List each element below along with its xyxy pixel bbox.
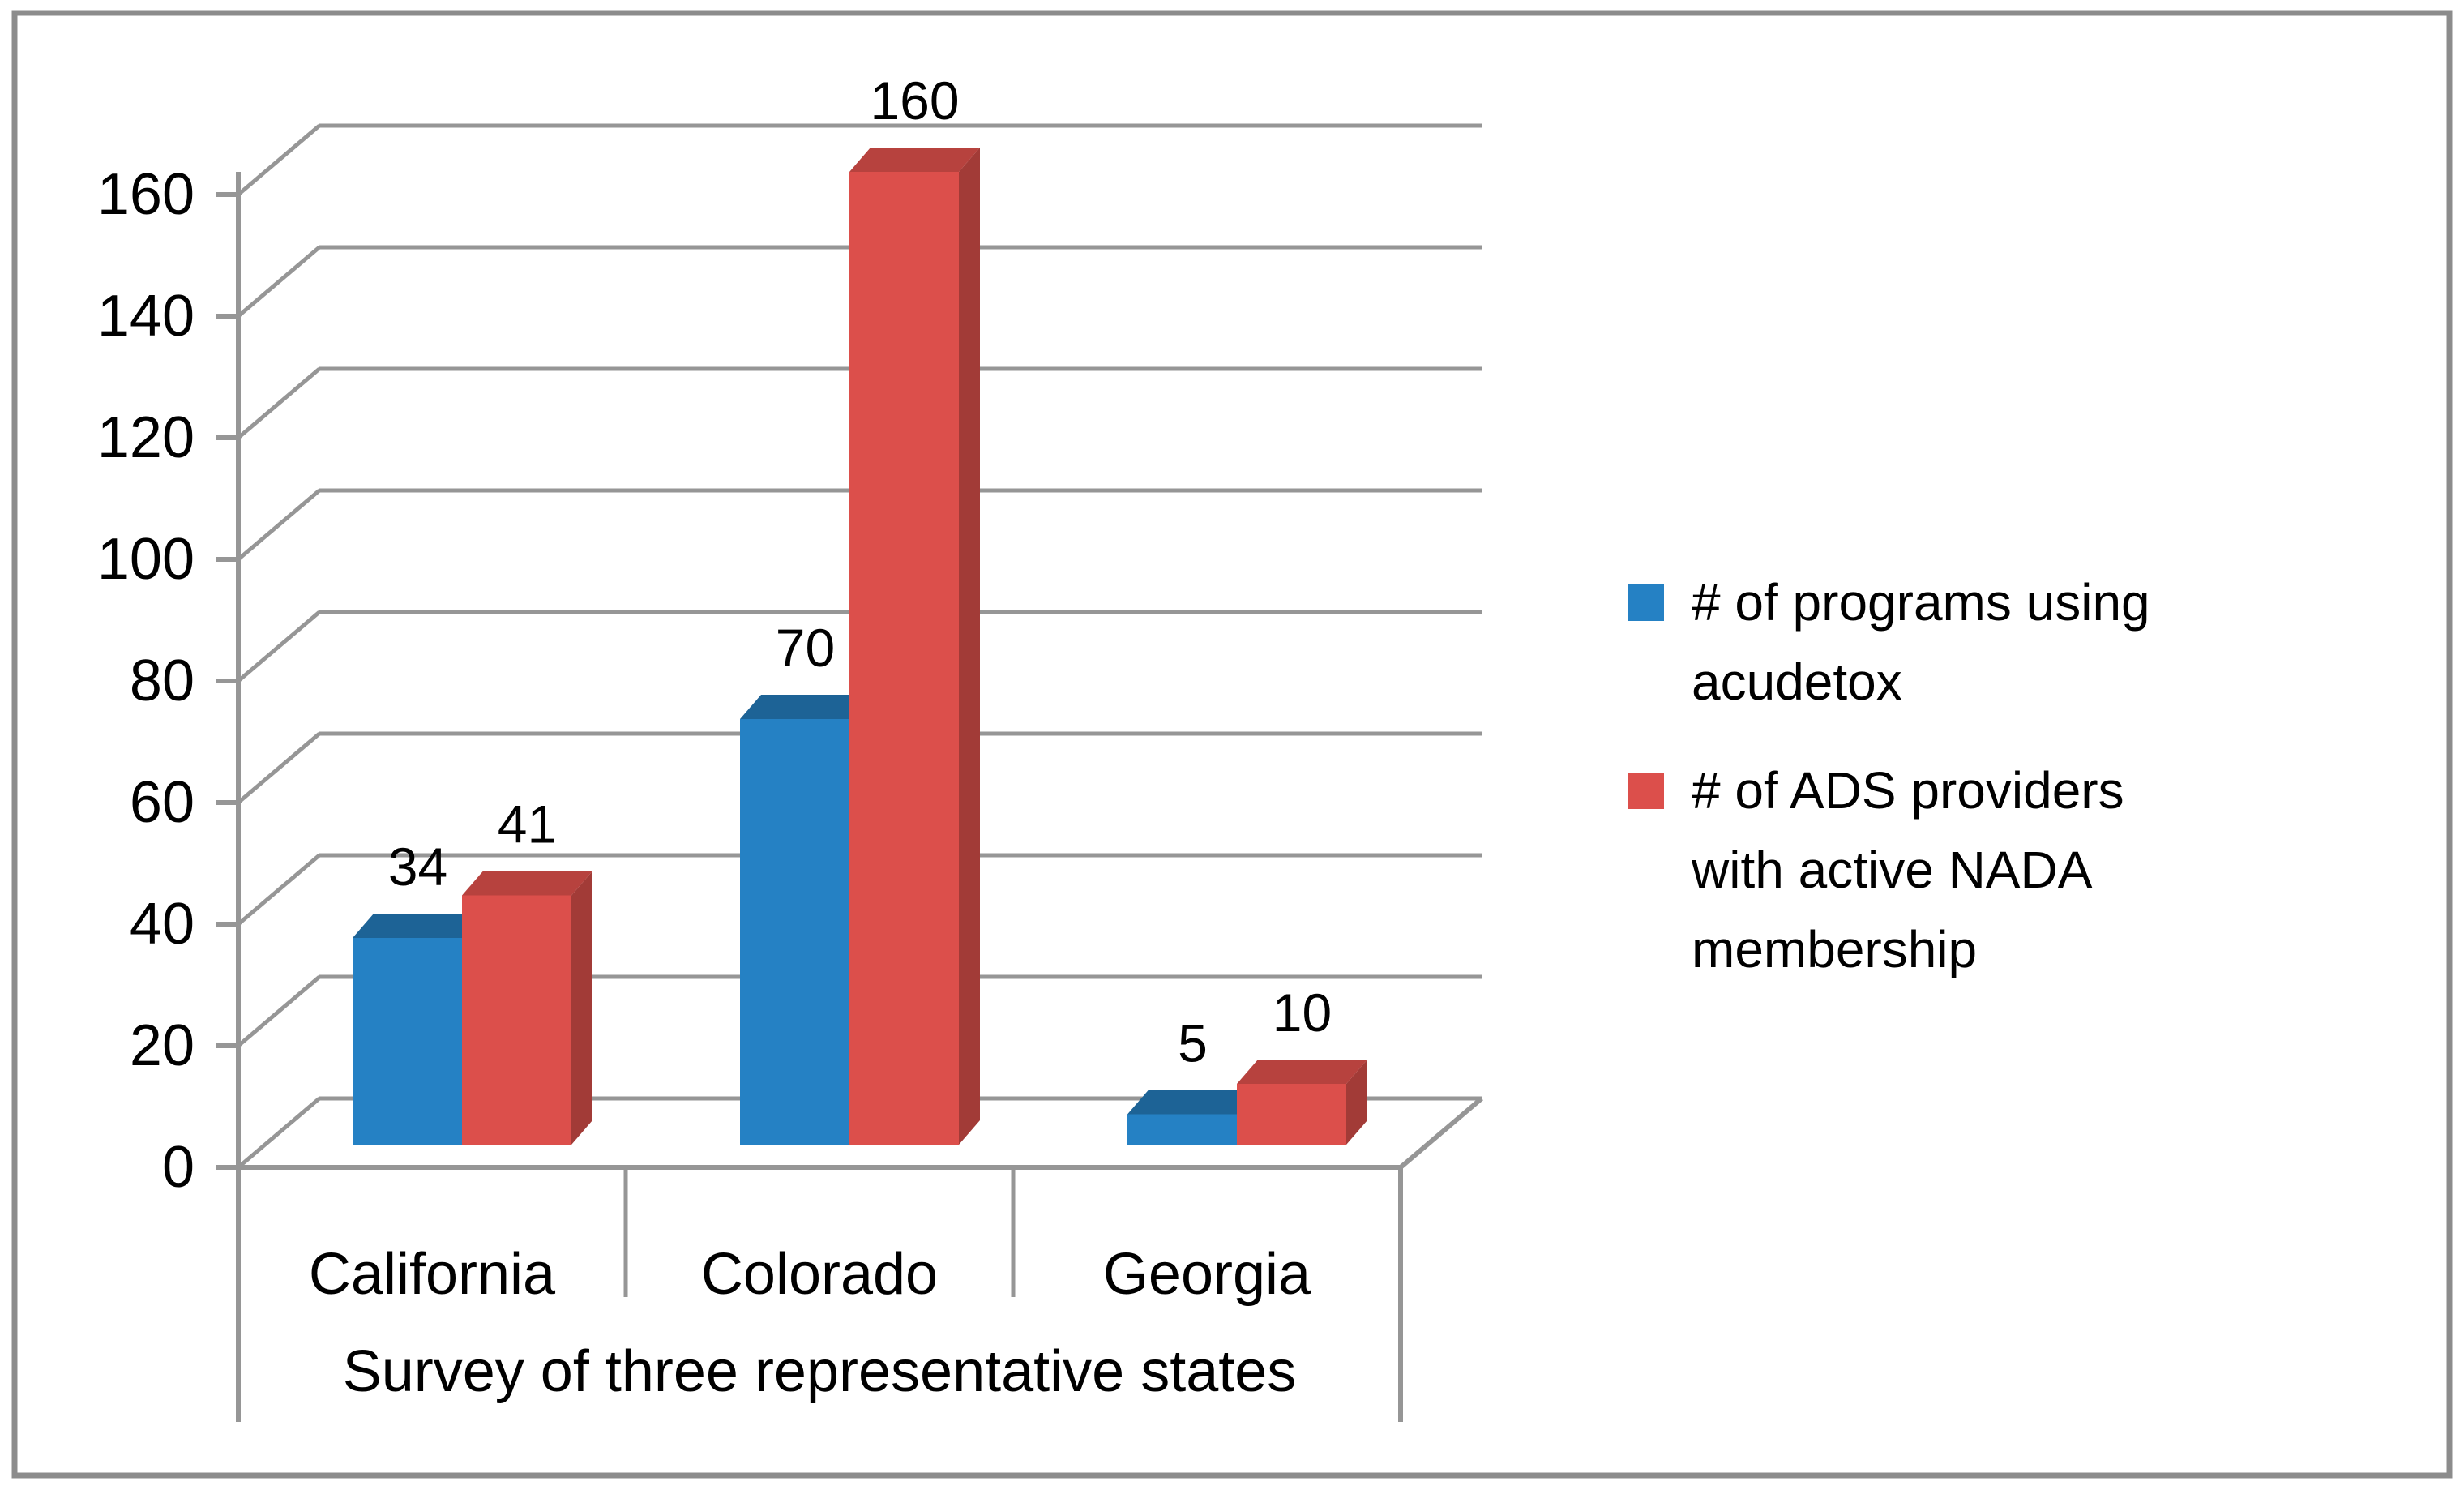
gridline-diagonal: [237, 246, 321, 318]
gridline-diagonal: [237, 854, 321, 926]
y-axis-tick-label: 0: [162, 1135, 195, 1200]
legend-swatch-red: [1628, 773, 1664, 809]
data-label: 41: [498, 794, 557, 854]
gridline-diagonal: [237, 610, 321, 683]
bar-side-red-colorado: [959, 148, 980, 1145]
gridline-diagonal: [237, 367, 321, 439]
bar-top-red-georgia: [1237, 1060, 1367, 1084]
bar-blue-colorado: [740, 719, 849, 1145]
category-label: Colorado: [701, 1242, 938, 1307]
legend-swatch-blue: [1628, 584, 1664, 621]
bar-red-california: [462, 895, 571, 1145]
x-axis-title: Survey of three representative states: [343, 1339, 1297, 1404]
bar-side-red-california: [571, 871, 592, 1145]
y-axis-tick-label: 100: [97, 527, 195, 592]
gridline-diagonal: [237, 124, 321, 196]
bar-blue-georgia: [1127, 1114, 1237, 1145]
y-axis-tick-label: 140: [97, 284, 195, 349]
data-label: 160: [870, 71, 959, 131]
category-label: California: [309, 1242, 556, 1307]
gridline-diagonal: [237, 732, 321, 804]
data-label: 10: [1273, 983, 1332, 1043]
bar-top-blue-colorado: [740, 695, 871, 719]
floor-right-edge: [1399, 1096, 1483, 1170]
bar-blue-california: [353, 938, 462, 1145]
gridline-diagonal: [237, 489, 321, 561]
legend-item-providers: # of ADS providers with active NADA memb…: [1628, 751, 2260, 989]
legend-label: # of ADS providers with active NADA memb…: [1692, 761, 2124, 978]
data-label: 34: [388, 837, 447, 897]
gridline-diagonal: [237, 975, 321, 1047]
gridline-diagonal: [237, 1097, 321, 1169]
y-axis-tick-label: 60: [130, 770, 195, 835]
bar-red-georgia: [1237, 1084, 1346, 1145]
figure-border: [11, 10, 2453, 1479]
y-axis-tick-label: 40: [130, 892, 195, 957]
bar-red-colorado: [849, 172, 959, 1145]
bar-top-blue-georgia: [1127, 1090, 1258, 1115]
y-axis-tick-label: 160: [97, 162, 195, 227]
bar-top-red-california: [462, 871, 592, 896]
category-label: Georgia: [1103, 1242, 1311, 1307]
bar-top-red-colorado: [849, 148, 980, 172]
legend-label: # of programs using acudetox: [1692, 573, 2150, 711]
y-axis-tick-label: 80: [130, 649, 195, 713]
y-axis-tick-label: 120: [97, 405, 195, 470]
bar-side-red-georgia: [1346, 1060, 1367, 1145]
chart-legend: # of programs using acudetox # of ADS pr…: [1628, 563, 2260, 989]
bar-top-blue-california: [353, 914, 483, 938]
y-axis-tick-label: 20: [130, 1013, 195, 1078]
data-label: 70: [776, 618, 835, 678]
legend-item-programs: # of programs using acudetox: [1628, 563, 2260, 721]
data-label: 5: [1178, 1013, 1208, 1073]
